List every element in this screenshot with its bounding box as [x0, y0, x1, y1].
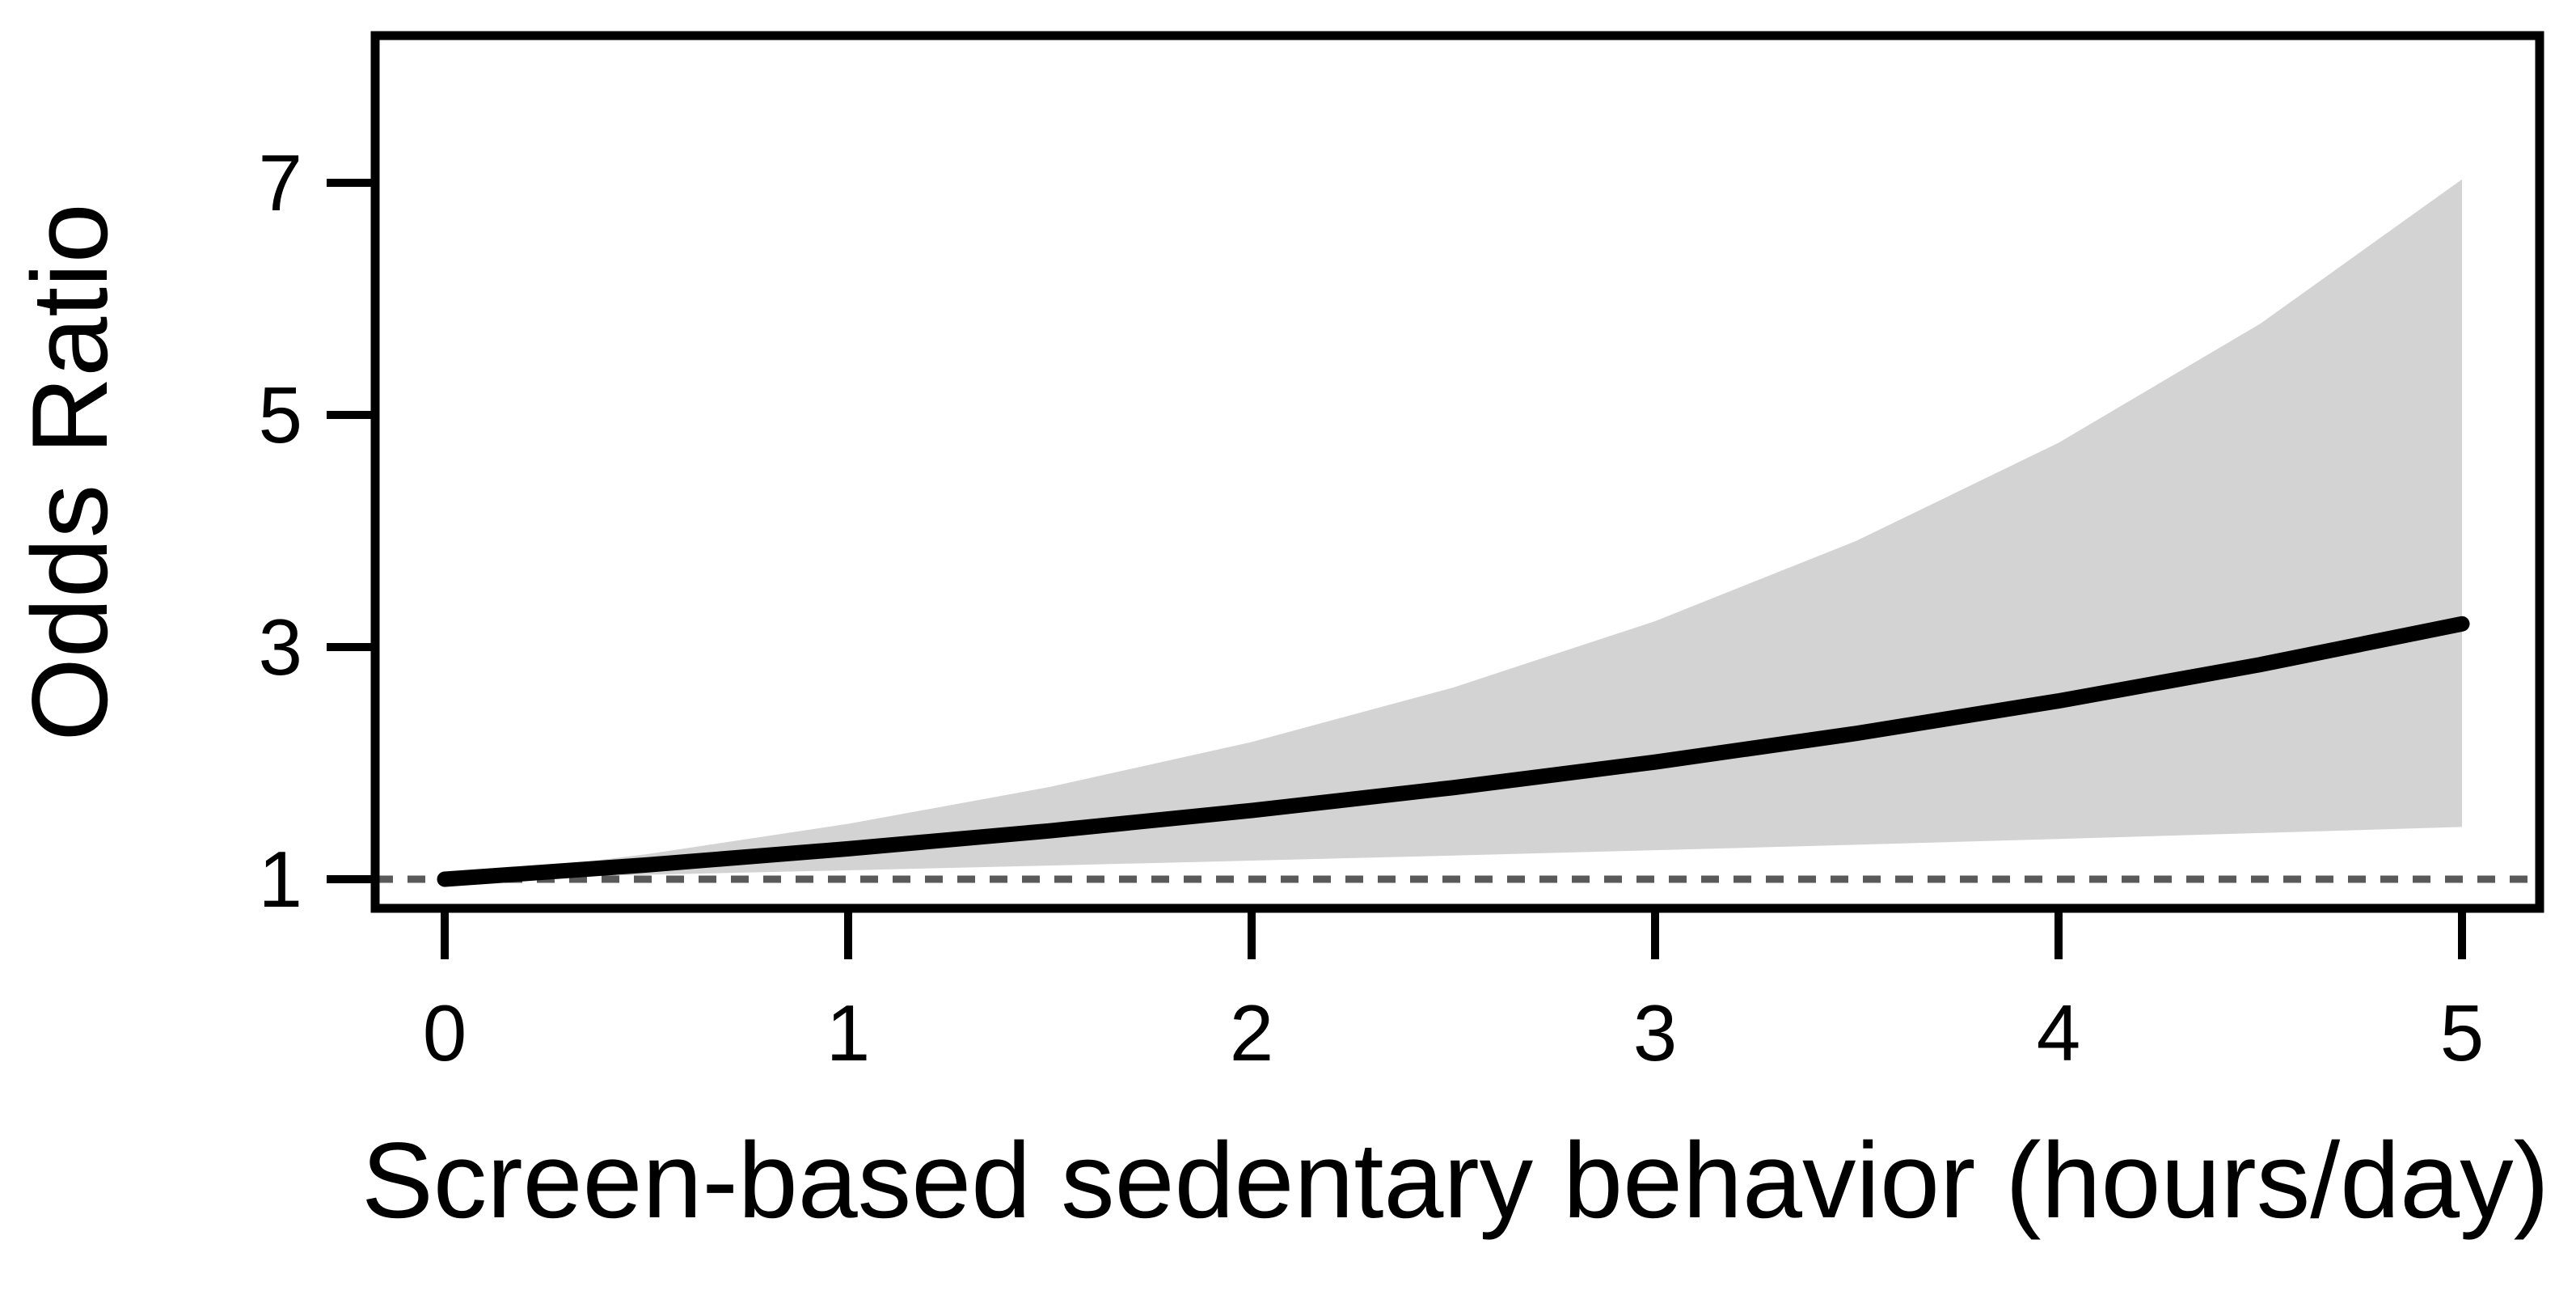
y-axis-title: Odds Ratio	[11, 203, 130, 741]
y-tick-label: 3	[258, 603, 302, 692]
x-axis-title: Screen-based sedentary behavior (hours/d…	[361, 1121, 2549, 1241]
y-tick-label: 7	[258, 138, 302, 227]
x-tick-label: 3	[1633, 988, 1678, 1077]
y-tick-label: 1	[258, 835, 302, 924]
x-tick-label: 4	[2037, 988, 2081, 1077]
or-curve	[437, 616, 2470, 887]
plot-border	[370, 31, 2544, 913]
y-tick-label: 5	[258, 370, 302, 459]
y-axis-ticks: 1 3 5 7	[258, 138, 375, 924]
or-curve-group	[437, 616, 2470, 887]
x-tick-label: 0	[423, 988, 467, 1077]
x-tick-label: 1	[826, 988, 871, 1077]
ci-band	[445, 179, 2462, 879]
x-tick-label: 2	[1230, 988, 1274, 1077]
x-tick-label: 5	[2440, 988, 2485, 1077]
ci-band-group	[445, 179, 2462, 879]
x-axis-ticks: 0 1 2 3 4 5	[423, 908, 2485, 1077]
